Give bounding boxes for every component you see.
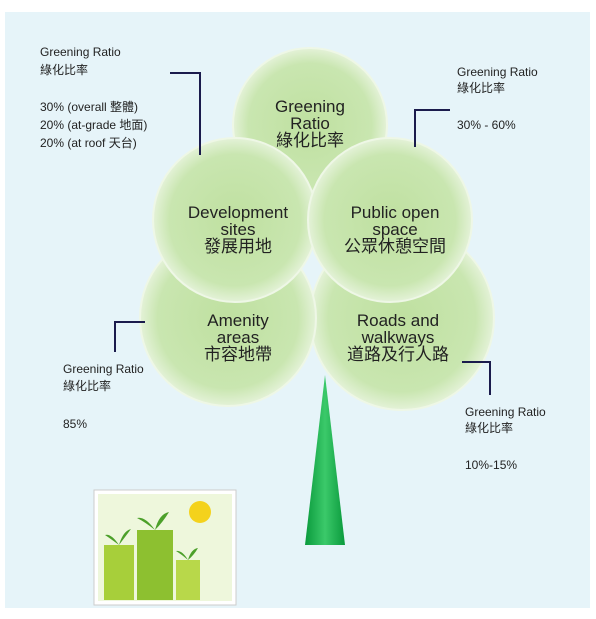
building xyxy=(104,545,134,600)
node-label: 道路及行人路 xyxy=(347,345,449,364)
annotation-text: 30% - 60% xyxy=(457,118,516,132)
sun xyxy=(189,501,211,523)
annotation-text: Greening Ratio xyxy=(465,405,546,419)
annotation-text: 30% (overall 整體) xyxy=(40,99,138,114)
annotation-text: 20% (at-grade 地面) xyxy=(40,118,147,132)
building xyxy=(176,560,200,600)
annotation-text: 20% (at roof 天台) xyxy=(40,135,137,150)
annotation-text: Greening Ratio xyxy=(63,362,144,376)
annotation-text: 綠化比率 xyxy=(63,378,111,393)
node-label: 綠化比率 xyxy=(276,131,344,150)
annotation-text: 10%-15% xyxy=(465,458,517,472)
page: Greening Ratio 綠化比率 Development sites 發展… xyxy=(0,0,596,619)
diagram: Greening Ratio 綠化比率 Development sites 發展… xyxy=(0,0,596,619)
node-label: 市容地帶 xyxy=(204,345,272,364)
node-label: 公眾休憩空間 xyxy=(344,237,446,256)
node: Roads and walkways 道路及行人路 xyxy=(347,311,449,364)
annotation-text: 綠化比率 xyxy=(457,80,505,95)
annotation-text: Greening Ratio xyxy=(40,45,121,59)
green-building-icon xyxy=(94,490,236,605)
annotation-text: 85% xyxy=(63,417,87,431)
annotation-text: 綠化比率 xyxy=(40,62,88,77)
annotation-text: Greening Ratio xyxy=(457,65,538,79)
building xyxy=(137,530,173,600)
annotation-text: 綠化比率 xyxy=(465,420,513,435)
node-label: 發展用地 xyxy=(204,237,272,256)
